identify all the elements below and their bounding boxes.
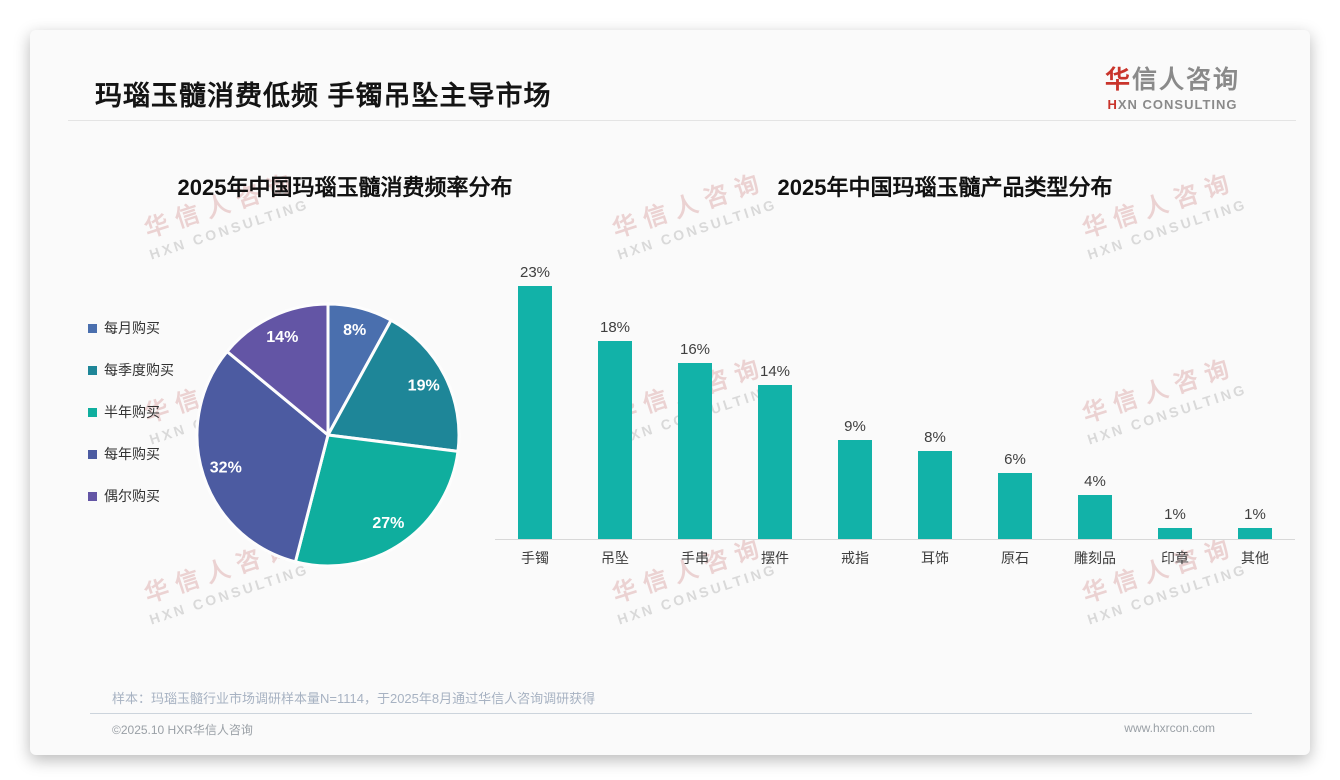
bar-category-label: 耳饰 xyxy=(921,550,949,566)
bar-chart-title: 2025年中国玛瑙玉髓产品类型分布 xyxy=(777,175,1113,200)
pie-legend: 每月购买每季度购买半年购买每年购买偶尔购买 xyxy=(88,318,174,528)
legend-item: 偶尔购买 xyxy=(88,486,174,506)
pie-chart-svg: 8% 19% 27% 32% 14% xyxy=(195,302,461,568)
bar-chart-category-axis: 手镯 吊坠 手串 摆件 戒指 耳饰 原石 雕刻品 印章 其他 xyxy=(495,548,1295,568)
bar-data-label: 14% xyxy=(759,363,791,380)
bar-column: 1% xyxy=(1135,256,1215,539)
bar-rect xyxy=(678,363,712,539)
bar-column: 9% xyxy=(815,256,895,539)
watermark-line2: HXN CONSULTING xyxy=(147,195,312,263)
bar-rect xyxy=(1158,528,1192,539)
bar-data-label: 23% xyxy=(519,264,551,281)
footer-divider xyxy=(90,713,1252,714)
pie-slice xyxy=(326,318,461,453)
bar-rect xyxy=(918,451,952,539)
bar-column: 8% xyxy=(895,256,975,539)
company-logo: 华信人咨询 HXN CONSULTING xyxy=(1105,60,1240,112)
legend-swatch xyxy=(88,365,97,375)
bar-category-label: 吊坠 xyxy=(601,550,629,566)
bar-data-label: 16% xyxy=(679,341,711,358)
legend-item: 每季度购买 xyxy=(88,360,174,380)
bar-rect xyxy=(998,473,1032,539)
legend-swatch xyxy=(88,407,97,417)
pie-slice xyxy=(293,433,460,568)
logo-english-name: HXN CONSULTING xyxy=(1105,97,1240,112)
pie-data-label: 8% xyxy=(343,322,366,339)
watermark-line2: HXN CONSULTING xyxy=(615,195,780,263)
bar-data-label: 1% xyxy=(1164,506,1186,523)
legend-item: 半年购买 xyxy=(88,402,174,422)
logo-cn-accent: 华 xyxy=(1104,66,1132,94)
bar-rect xyxy=(518,286,552,539)
bar-category-label: 戒指 xyxy=(841,550,869,566)
bar-category-label: 印章 xyxy=(1161,550,1189,566)
legend-swatch xyxy=(88,323,97,333)
title-divider xyxy=(68,120,1296,121)
bar-category-label: 手镯 xyxy=(521,550,549,566)
bar-data-label: 1% xyxy=(1244,506,1266,523)
copyright-text: ©2025.10 HXR华信人咨询 xyxy=(112,723,253,737)
legend-label: 每季度购买 xyxy=(104,362,174,378)
bar-column: 6% xyxy=(975,256,1055,539)
pie-chart-title: 2025年中国玛瑙玉髓消费频率分布 xyxy=(177,175,513,200)
bar-column: 18% xyxy=(575,256,655,539)
logo-chinese-name: 华信人咨询 xyxy=(1105,60,1240,96)
bar-chart: 23% 18% 16% 14% 9% 8% 6% 4% 1% 1% xyxy=(495,256,1295,540)
bar-category-label: 摆件 xyxy=(761,550,789,566)
legend-label: 偶尔购买 xyxy=(104,488,160,504)
logo-cn-rest: 信人咨询 xyxy=(1131,66,1240,94)
legend-label: 每月购买 xyxy=(104,320,160,336)
legend-item: 每年购买 xyxy=(88,444,174,464)
pie-data-label: 19% xyxy=(408,377,440,394)
bar-rect xyxy=(598,341,632,539)
bar-column: 14% xyxy=(735,256,815,539)
bar-column: 4% xyxy=(1055,256,1135,539)
bar-data-label: 18% xyxy=(599,319,631,336)
pie-data-label: 27% xyxy=(372,515,404,532)
bar-category-label: 原石 xyxy=(1001,550,1029,566)
logo-en-accent: H xyxy=(1107,97,1118,112)
bar-column: 16% xyxy=(655,256,735,539)
legend-swatch xyxy=(88,491,97,501)
pie-data-label: 32% xyxy=(210,459,242,476)
logo-en-rest: XN CONSULTING xyxy=(1117,97,1238,112)
report-card: 华信人咨询 HXN CONSULTING 华信人咨询 HXN CONSULTING 华信… xyxy=(30,30,1310,755)
bar-column: 1% xyxy=(1215,256,1295,539)
legend-label: 每年购买 xyxy=(104,446,160,462)
bar-data-label: 9% xyxy=(844,418,866,435)
legend-item: 每月购买 xyxy=(88,318,174,338)
legend-swatch xyxy=(88,449,97,459)
sample-note: 样本：玛瑙玉髓行业市场调研样本量N=1114，于2025年8月通过华信人咨询调研… xyxy=(112,691,596,706)
bar-column: 23% xyxy=(495,256,575,539)
bar-rect xyxy=(1238,528,1272,539)
bar-rect xyxy=(1078,495,1112,539)
pie-slice xyxy=(195,350,330,564)
legend-label: 半年购买 xyxy=(104,404,160,420)
page-title: 玛瑙玉髓消费低频 手镯吊坠主导市场 xyxy=(95,81,552,111)
website-url: www.hxrcon.com xyxy=(1124,721,1215,735)
bar-category-label: 手串 xyxy=(681,550,709,566)
bar-data-label: 4% xyxy=(1084,473,1106,490)
bar-rect xyxy=(758,385,792,539)
pie-data-label: 14% xyxy=(266,329,298,346)
watermark-line2: HXN CONSULTING xyxy=(1085,560,1250,628)
watermark-line2: HXN CONSULTING xyxy=(1085,195,1250,263)
pie-chart: 8% 19% 27% 32% 14% xyxy=(188,295,468,575)
bar-data-label: 6% xyxy=(1004,451,1026,468)
bar-category-label: 雕刻品 xyxy=(1074,550,1116,566)
bar-rect xyxy=(838,440,872,539)
pie-slice xyxy=(225,302,330,437)
bar-data-label: 8% xyxy=(924,429,946,446)
bar-category-label: 其他 xyxy=(1241,550,1269,566)
watermark-line2: HXN CONSULTING xyxy=(615,560,780,628)
